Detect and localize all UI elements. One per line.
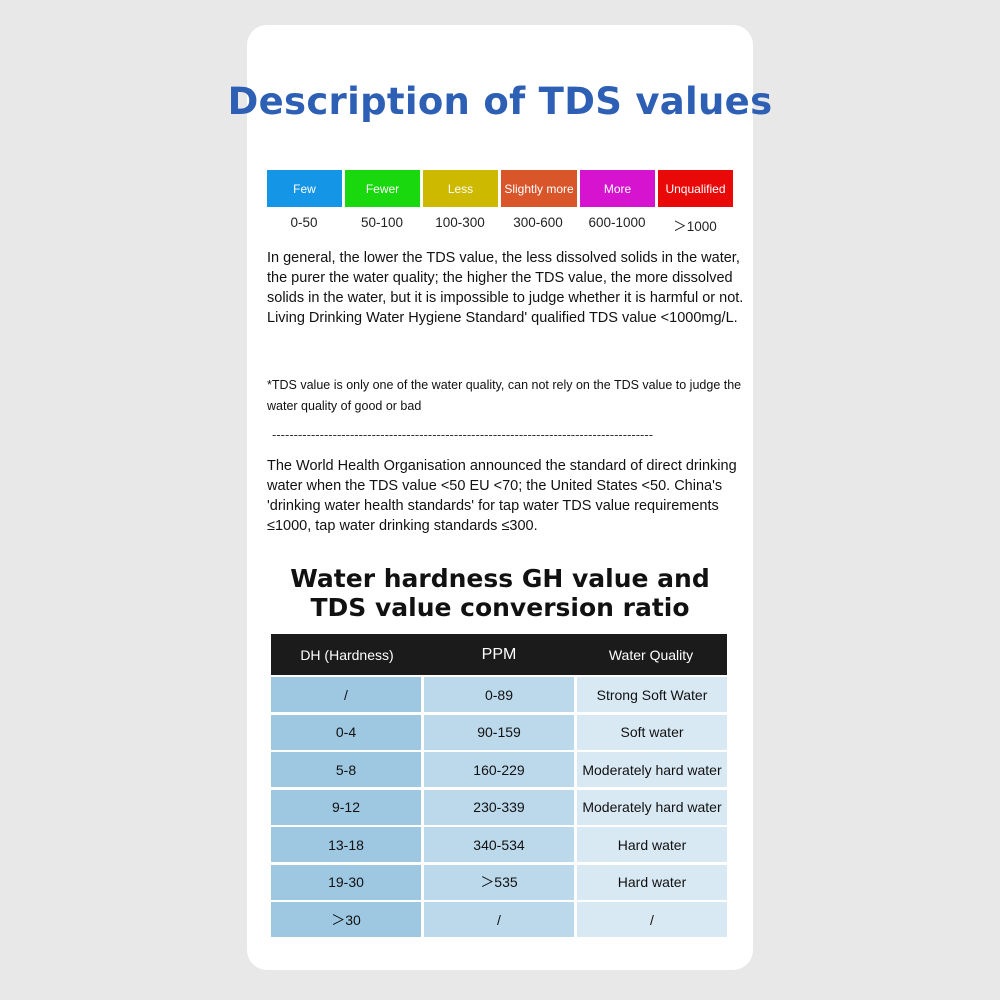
table-row: 13-18 340-534 Hard water: [271, 827, 727, 862]
table-cell: 160-229: [424, 752, 574, 787]
table-cell: Strong Soft Water: [577, 677, 727, 712]
paragraph-standard: Living Drinking Water Hygiene Standard' …: [267, 310, 738, 326]
table-cell: /: [424, 902, 574, 937]
table-cell: Hard water: [577, 864, 727, 900]
table-cell: Hard water: [577, 827, 727, 862]
header-dh: DH (Hardness): [300, 646, 394, 663]
table-cell: Moderately hard water: [577, 752, 727, 787]
level-range: 0-50: [290, 215, 318, 230]
paragraph-general: In general, the lower the TDS value, the…: [267, 248, 747, 328]
table-cell: 90-159: [424, 714, 574, 750]
table-title-line2: TDS value conversion ratio: [310, 593, 690, 622]
table-cell: ＞535: [424, 864, 574, 900]
level-box: Few: [267, 170, 342, 207]
table-cell: /: [271, 677, 421, 712]
divider: ----------------------------------------…: [272, 428, 654, 442]
level-range: 300-600: [513, 215, 563, 230]
level-box: More: [580, 170, 655, 207]
paragraph-text: In general, the lower the TDS value, the…: [267, 250, 744, 306]
table-cell: 230-339: [424, 789, 574, 825]
table-row: 0-4 90-159 Soft water: [271, 714, 727, 750]
note: *TDS value is only one of the water qual…: [267, 378, 742, 413]
page-title: Description of TDS values: [227, 80, 773, 123]
table-cell: 9-12: [271, 789, 421, 825]
table-cell: 340-534: [424, 827, 574, 862]
who-paragraph: The World Health Organisation announced …: [267, 458, 737, 534]
table-row: /0-89 Strong Soft Water: [271, 677, 727, 712]
table-cell: 0-89: [424, 677, 574, 712]
level-box: Fewer: [345, 170, 420, 207]
level-range: ＞1000: [673, 219, 717, 234]
table-cell: 0-4: [271, 714, 421, 750]
level-box: Slightly more: [501, 170, 577, 207]
level-range: 600-1000: [588, 215, 646, 230]
table-cell: ＞30: [271, 902, 421, 937]
header-quality: Water Quality: [608, 646, 694, 663]
table-cell: Soft water: [577, 714, 727, 750]
table-cell: /: [577, 902, 727, 937]
table-title: Water hardness GH value and TDS value con…: [0, 564, 1000, 622]
level-range: 50-100: [360, 215, 404, 230]
table-cell: 5-8: [271, 752, 421, 787]
table-row: 9-12 230-339 Moderately hard water: [271, 789, 727, 825]
level-box: Less: [423, 170, 498, 207]
level-range: 100-300: [435, 215, 485, 230]
table-cell: 19-30: [271, 864, 421, 900]
table-cell: 13-18: [271, 827, 421, 862]
table-cell: Moderately hard water: [577, 789, 727, 825]
table-row: 5-8 160-229 Moderately hard water: [271, 752, 727, 787]
level-box: Unqualified: [658, 170, 733, 207]
table-row: 19-30 ＞535 Hard water: [271, 864, 727, 900]
table-header: DH (Hardness) PPM Water Quality: [271, 634, 727, 675]
table-title-line1: Water hardness GH value and: [290, 564, 710, 593]
header-ppm: PPM: [481, 645, 517, 663]
table-row: ＞30//: [271, 902, 727, 937]
